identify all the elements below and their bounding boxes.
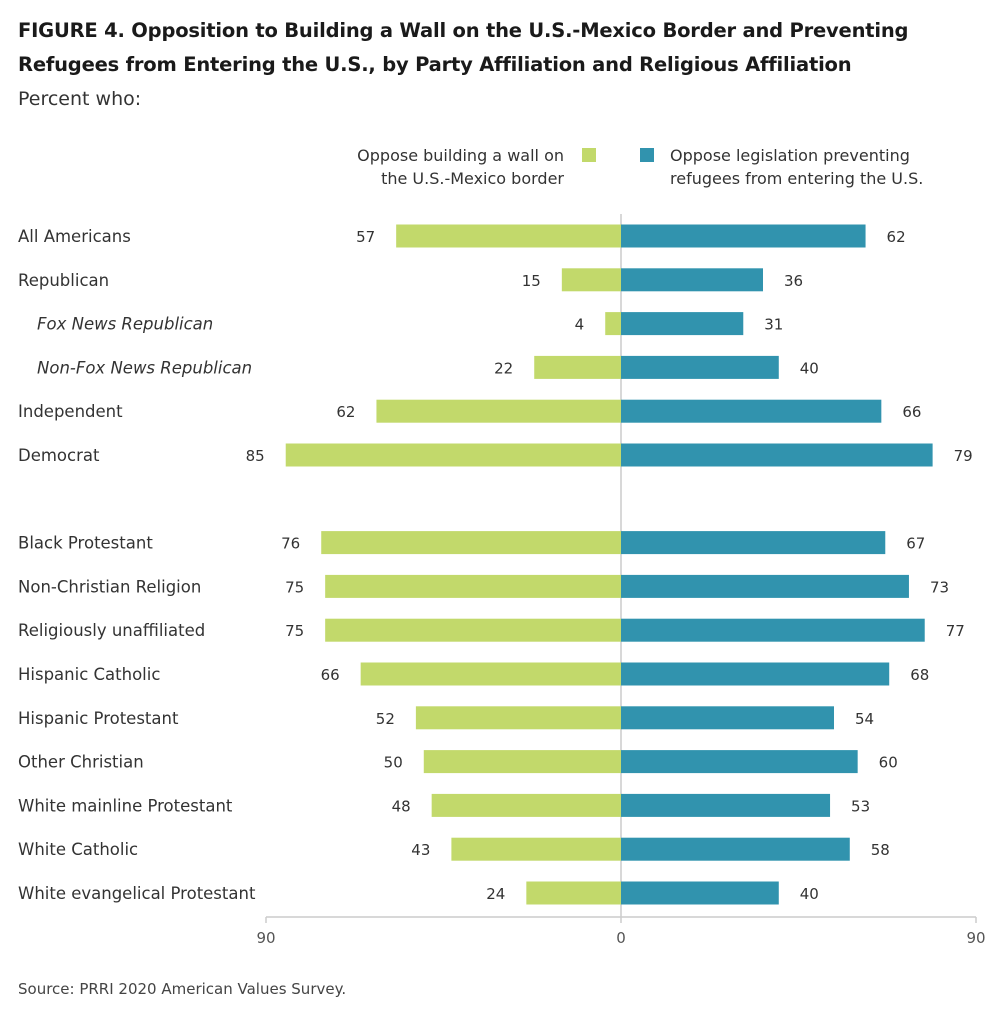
data-label-oppose-refugee-ban: 62 xyxy=(887,228,906,246)
bar-oppose-refugee-ban xyxy=(621,268,763,292)
category-label: Non-Christian Religion xyxy=(18,577,201,596)
data-label-oppose-refugee-ban: 66 xyxy=(902,403,921,421)
data-label-oppose-refugee-ban: 79 xyxy=(954,447,973,465)
data-label-oppose-wall: 75 xyxy=(285,578,304,596)
bar-oppose-wall xyxy=(321,531,621,555)
bar-oppose-refugee-ban xyxy=(621,443,933,467)
category-label: All Americans xyxy=(18,227,131,246)
legend-right-line2: refugees from entering the U.S. xyxy=(670,169,924,188)
data-label-oppose-refugee-ban: 54 xyxy=(855,710,874,728)
data-label-oppose-refugee-ban: 40 xyxy=(800,359,819,377)
bar-oppose-wall xyxy=(561,268,621,292)
data-label-oppose-wall: 15 xyxy=(522,272,541,290)
bar-oppose-wall xyxy=(431,793,621,817)
legend-right-label: Oppose legislation preventing refugees f… xyxy=(670,144,970,190)
legend-left-line1: Oppose building a wall on xyxy=(357,146,564,165)
data-label-oppose-wall: 52 xyxy=(376,710,395,728)
bar-oppose-refugee-ban xyxy=(621,750,858,774)
data-label-oppose-wall: 76 xyxy=(281,535,300,553)
legend-right-line1: Oppose legislation preventing xyxy=(670,146,910,165)
bar-oppose-wall xyxy=(526,881,621,905)
x-tick-label: 90 xyxy=(966,929,985,947)
data-label-oppose-wall: 85 xyxy=(246,447,265,465)
bar-oppose-wall xyxy=(451,837,621,861)
bar-oppose-refugee-ban xyxy=(621,224,866,248)
category-label: Hispanic Protestant xyxy=(18,709,179,728)
category-label: Independent xyxy=(18,402,123,421)
data-label-oppose-refugee-ban: 73 xyxy=(930,578,949,596)
data-label-oppose-wall: 57 xyxy=(356,228,375,246)
bar-oppose-refugee-ban xyxy=(621,355,779,379)
bar-oppose-wall xyxy=(325,618,621,642)
legend-right-swatch xyxy=(640,148,654,162)
x-tick-label: 90 xyxy=(256,929,275,947)
category-label: Hispanic Catholic xyxy=(18,665,160,684)
bar-oppose-refugee-ban xyxy=(621,531,886,555)
bar-oppose-wall xyxy=(423,750,621,774)
category-label: White mainline Protestant xyxy=(18,796,233,815)
bar-oppose-wall xyxy=(534,355,621,379)
data-label-oppose-wall: 22 xyxy=(494,359,513,377)
data-label-oppose-wall: 50 xyxy=(384,754,403,772)
bar-oppose-refugee-ban xyxy=(621,618,925,642)
legend-left-swatch xyxy=(582,148,596,162)
data-label-oppose-wall: 43 xyxy=(411,841,430,859)
data-label-oppose-wall: 24 xyxy=(486,885,505,903)
bar-oppose-refugee-ban xyxy=(621,837,850,861)
data-label-oppose-wall: 62 xyxy=(336,403,355,421)
category-label: Religiously unaffiliated xyxy=(18,621,205,640)
data-label-oppose-refugee-ban: 58 xyxy=(871,841,890,859)
x-tick-label: 0 xyxy=(616,929,626,947)
category-label: Fox News Republican xyxy=(37,315,213,334)
category-label: White Catholic xyxy=(18,840,138,859)
category-label: Republican xyxy=(18,271,109,290)
data-label-oppose-refugee-ban: 53 xyxy=(851,797,870,815)
data-label-oppose-wall: 4 xyxy=(575,316,585,334)
data-label-oppose-refugee-ban: 68 xyxy=(910,666,929,684)
bar-oppose-wall xyxy=(605,312,621,336)
bar-oppose-wall xyxy=(396,224,621,248)
source-note: Source: PRRI 2020 American Values Survey… xyxy=(18,980,347,998)
category-label: Black Protestant xyxy=(18,534,153,553)
category-label: Democrat xyxy=(18,446,100,465)
data-label-oppose-refugee-ban: 40 xyxy=(800,885,819,903)
bar-oppose-refugee-ban xyxy=(621,399,882,423)
bar-oppose-refugee-ban xyxy=(621,706,834,730)
bar-oppose-refugee-ban xyxy=(621,793,831,817)
data-label-oppose-refugee-ban: 31 xyxy=(764,316,783,334)
legend-left-line2: the U.S.-Mexico border xyxy=(381,169,564,188)
data-label-oppose-wall: 75 xyxy=(285,622,304,640)
category-label: Non-Fox News Republican xyxy=(37,358,252,377)
data-label-oppose-refugee-ban: 36 xyxy=(784,272,803,290)
data-label-oppose-wall: 66 xyxy=(321,666,340,684)
bar-oppose-wall xyxy=(325,574,621,598)
data-label-oppose-refugee-ban: 67 xyxy=(906,535,925,553)
bar-oppose-wall xyxy=(415,706,621,730)
bar-oppose-refugee-ban xyxy=(621,662,890,686)
bar-oppose-wall xyxy=(285,443,621,467)
chart-title: FIGURE 4. Opposition to Building a Wall … xyxy=(18,19,909,76)
bar-oppose-wall xyxy=(376,399,621,423)
bar-oppose-wall xyxy=(360,662,621,686)
data-label-oppose-refugee-ban: 77 xyxy=(946,622,965,640)
data-label-oppose-wall: 48 xyxy=(392,797,411,815)
data-label-oppose-refugee-ban: 60 xyxy=(879,754,898,772)
bar-oppose-refugee-ban xyxy=(621,574,909,598)
diverging-bar-chart: All Americans 57 62 Republican 15 36 Fox News … xyxy=(18,214,986,947)
bar-oppose-refugee-ban xyxy=(621,312,744,336)
category-label: Other Christian xyxy=(18,753,144,772)
chart-subtitle: Percent who: xyxy=(18,88,142,110)
legend-left-label: Oppose building a wall on the U.S.-Mexic… xyxy=(300,144,564,190)
category-label: White evangelical Protestant xyxy=(18,884,256,903)
bar-oppose-refugee-ban xyxy=(621,881,779,905)
